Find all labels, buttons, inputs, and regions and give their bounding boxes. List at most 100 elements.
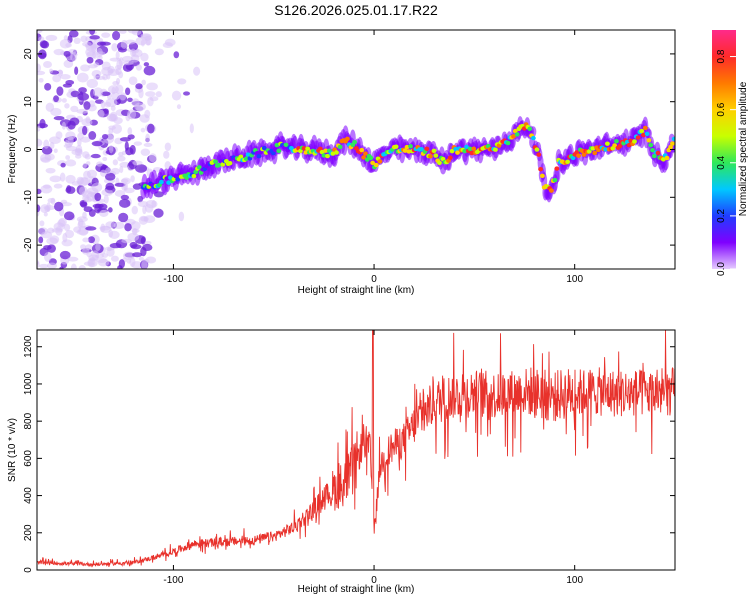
spectrogram-noise-blob	[40, 184, 53, 194]
spectrogram-noise-blob	[86, 78, 99, 89]
spectrogram-noise-blob	[143, 142, 153, 147]
spectrogram-noise-blob	[64, 103, 70, 109]
spectrogram-noise-blob	[135, 164, 148, 173]
ridge-cell	[344, 136, 350, 141]
spectrogram-noise-blob	[46, 262, 58, 269]
ridge-cell	[581, 152, 587, 157]
spectrogram-noise-blob	[82, 211, 87, 219]
ridge-cell	[614, 138, 619, 144]
spectrogram-noise-blob	[93, 62, 100, 67]
spectrogram-noise-blob	[119, 166, 124, 174]
spectrogram-noise-blob	[60, 202, 73, 207]
ridge-cell	[272, 147, 278, 152]
ridge-cell	[635, 135, 641, 140]
spectrogram-noise-blob	[91, 69, 102, 78]
ridge-cell	[305, 146, 311, 151]
spectrogram-noise-blob	[124, 223, 132, 232]
spectrogram-noise-blob	[147, 123, 155, 134]
spectrogram-noise-blob	[50, 107, 62, 117]
y-tick-label: 0	[23, 567, 34, 573]
spectrogram-noise-blob	[125, 87, 131, 96]
spectrogram-noise-blob	[163, 150, 170, 159]
spectrogram-noise-blob	[57, 69, 64, 77]
y-tick-label: 0	[23, 146, 34, 152]
spectrogram-noise-blob	[133, 141, 143, 146]
spectrogram-noise-blob	[55, 226, 63, 236]
spectrogram-noise-blob	[65, 155, 71, 160]
y-tick-label: 20	[23, 48, 34, 60]
ridge-cell	[467, 146, 473, 152]
ridge-cell	[505, 140, 511, 146]
ridge-cell	[527, 126, 533, 132]
ridge-cell	[216, 162, 222, 168]
spectrogram-noise-blob	[77, 220, 86, 229]
spectrogram-noise-blob	[113, 221, 125, 230]
y-tick-label: 1200	[23, 335, 34, 358]
spectrogram-noise-blob	[173, 51, 180, 59]
spectrogram-noise-blob	[96, 47, 103, 58]
spectrogram-noise-blob	[97, 109, 105, 118]
ridge-cell	[669, 141, 675, 146]
x-tick-label: 0	[371, 575, 377, 586]
ridge-cell	[283, 142, 289, 147]
spectrogram-noise-blob	[39, 40, 48, 49]
spectrogram-noise-blob	[76, 108, 89, 114]
ridge-cell	[408, 144, 413, 149]
spectrogram-noise-blob	[63, 59, 74, 68]
spectrogram-noise-blob	[37, 30, 43, 33]
spectrogram-noise-blob	[85, 47, 96, 57]
ridge-cell	[261, 145, 267, 151]
ridge-cell	[317, 146, 323, 151]
spectrogram-noise-blob	[70, 105, 79, 113]
spectrogram-noise-blob	[112, 159, 119, 166]
spectrogram-noise-blob	[144, 204, 154, 213]
ridge-cell	[632, 139, 637, 144]
spectrogram-noise-blob	[145, 133, 150, 143]
spectrogram-noise-blob	[80, 64, 90, 72]
ridge-cell	[538, 167, 543, 172]
spectrogram-noise-blob	[43, 212, 48, 217]
ridge-cell	[646, 138, 652, 143]
ridge-cell	[576, 153, 581, 158]
spectrogram-noise-blob	[39, 263, 49, 269]
spectrogram-noise-blob	[38, 236, 44, 244]
spectrogram-noise-blob	[136, 105, 144, 112]
spectrogram-noise-blob	[137, 201, 149, 208]
colorbar-ticks: 0.0 0.2 0.4 0.6 0.8	[716, 49, 736, 276]
spectrogram-noise-blob	[146, 39, 151, 46]
spectrogram-noise-blob	[85, 161, 91, 166]
ridge-cell	[359, 147, 365, 153]
spectrogram-noise-blob	[183, 91, 190, 96]
ridge-cell	[660, 157, 666, 162]
ridge-cell	[644, 131, 650, 137]
ridge-cell	[337, 144, 343, 150]
ridge-cell	[424, 146, 430, 152]
spectrogram-noise-blob	[56, 86, 64, 96]
spectrogram-noise-blob	[39, 220, 45, 227]
spectrogram-noise-blob	[145, 91, 156, 97]
ridge-cell	[220, 162, 226, 167]
spectrogram-noise-blob	[49, 68, 54, 74]
spectrogram-noise-blob	[120, 39, 128, 50]
spectrogram-noise-blob	[105, 221, 116, 229]
spectrogram-noise-blob	[37, 125, 41, 132]
spectrogram-noise-blob	[85, 226, 97, 231]
colorbar-label: Normalized spectral amplitude	[738, 81, 749, 216]
ridge-cell	[511, 134, 516, 139]
y-tick-label: 1000	[23, 372, 34, 395]
spectrogram-noise-blob	[46, 237, 59, 245]
ridge-cell	[639, 128, 645, 134]
spectrogram-noise-blob	[52, 74, 62, 83]
ridge-cell	[274, 142, 280, 148]
snr-plot-area	[37, 330, 675, 570]
spectrogram-noise-blob	[119, 198, 131, 208]
ridge-cell	[496, 143, 502, 148]
spectrogram-noise-blob	[153, 208, 164, 218]
ridge-cell	[238, 154, 244, 159]
spectrogram-noise-blob	[171, 90, 182, 101]
ridge-cell	[406, 149, 412, 154]
spectrogram-noise-blob	[91, 141, 103, 147]
spectrogram-noise-blob	[138, 256, 144, 261]
spectrogram-noise-blob	[145, 256, 157, 264]
spectrogram-noise-blob	[49, 175, 62, 183]
